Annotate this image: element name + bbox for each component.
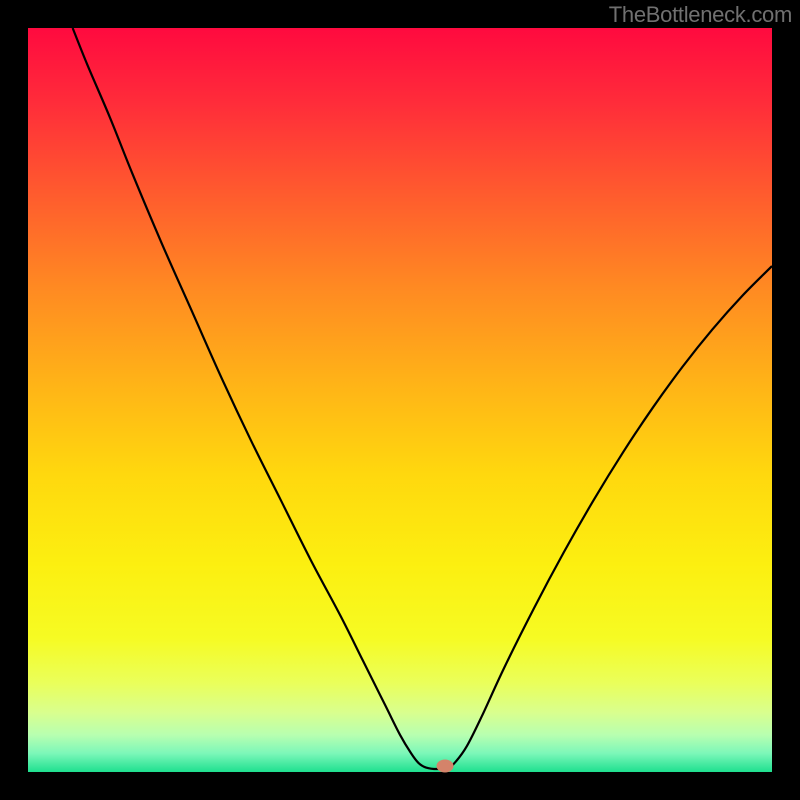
optimal-marker bbox=[436, 760, 453, 773]
bottleneck-curve bbox=[28, 28, 772, 772]
watermark-text: TheBottleneck.com bbox=[609, 2, 792, 28]
plot-area bbox=[28, 28, 772, 772]
